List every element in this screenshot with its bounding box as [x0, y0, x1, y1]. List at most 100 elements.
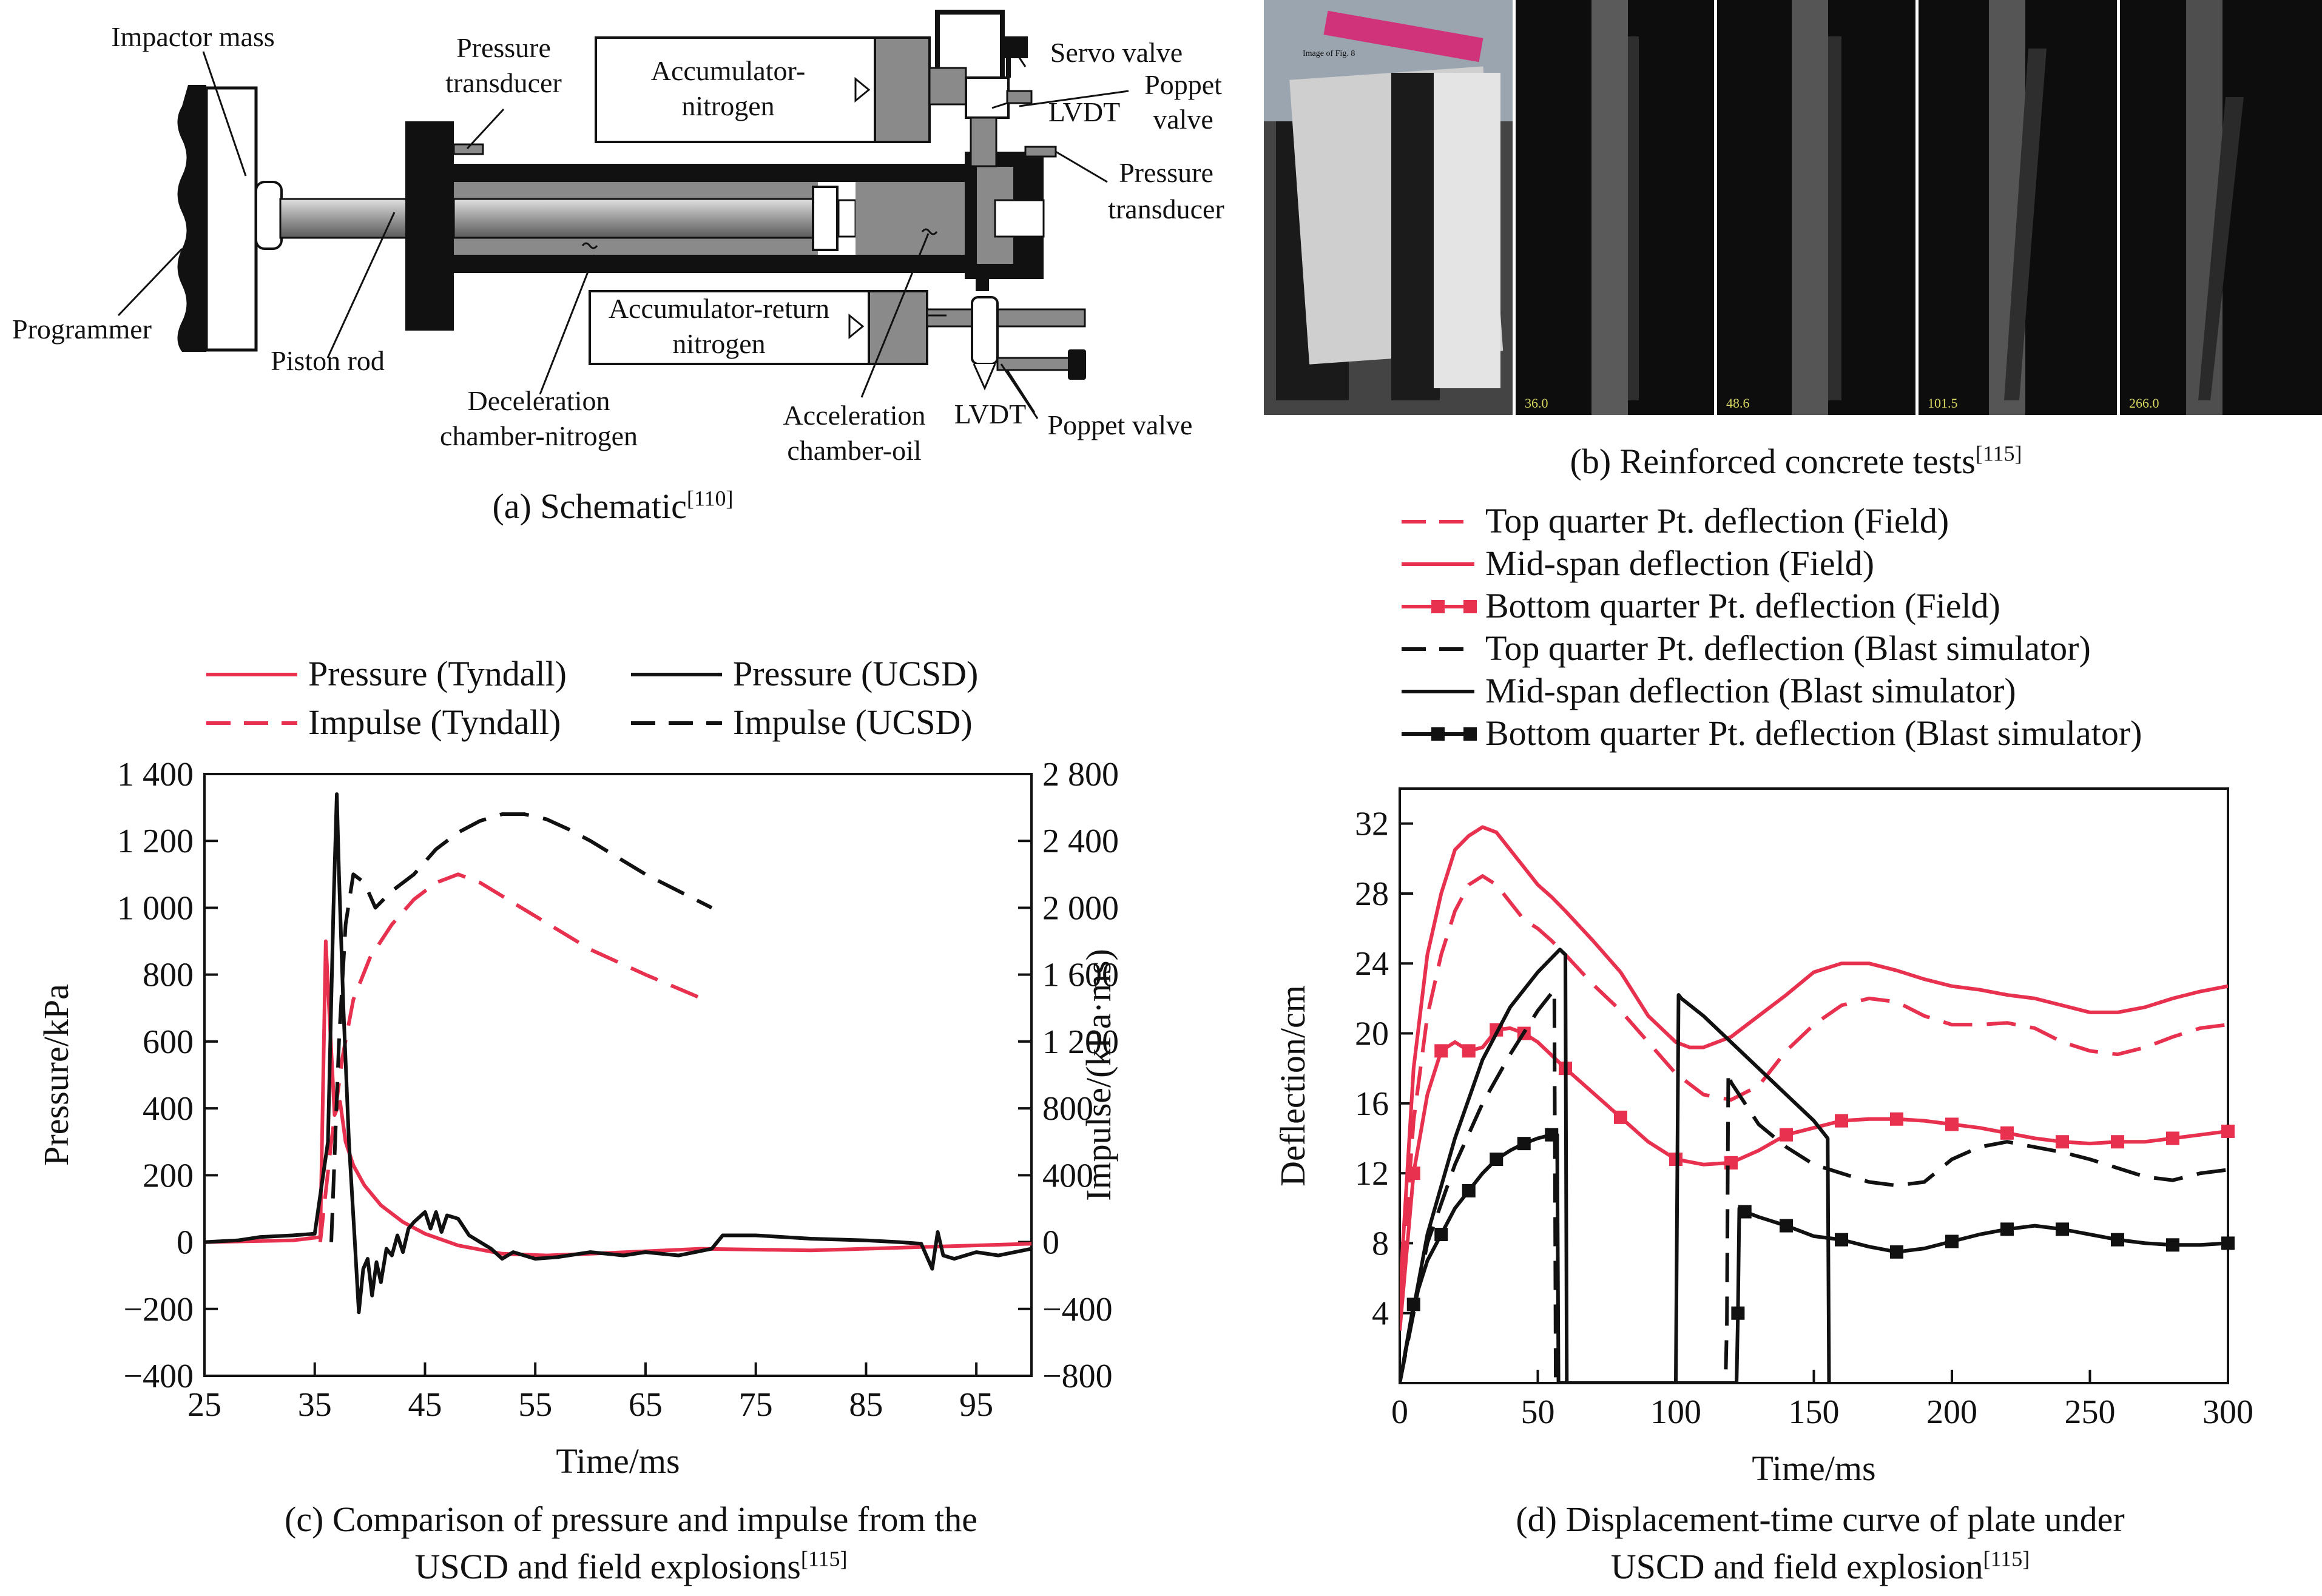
x-tick-label: 65 [629, 1386, 663, 1424]
series-line-3 [329, 812, 713, 1242]
label-accumulator-return-b: nitrogen [672, 328, 765, 359]
piston-head [812, 186, 839, 251]
label-accumulator-nitrogen-b: nitrogen [681, 90, 774, 121]
bottom-pipe [926, 308, 1086, 328]
bottom-lvdt-cap [1068, 349, 1086, 380]
chart-deflection: 0 50 100 150 200 250 300 4 8 12 16 20 24 28 32 Time/ms D… [1273, 501, 2253, 1488]
series-marker-2 [1835, 1114, 1848, 1128]
caption-b: (b) Reinforced concrete tests[115] [1570, 441, 2022, 481]
accumulator-nitrogen-box [595, 36, 876, 143]
plot-frame [203, 773, 1033, 1377]
series-marker-5 [2221, 1236, 2235, 1250]
x-tick-label: 35 [298, 1386, 332, 1424]
label-poppet-valve-top-b: valve [1153, 104, 1213, 135]
label-poppet-valve-bottom: Poppet valve [1048, 409, 1193, 440]
y2-tick-label: 1 200 [1042, 1023, 1119, 1061]
y-tick-label: 800 [143, 957, 194, 994]
y-tick-label: 28 [1355, 875, 1389, 913]
legend-label-0: Pressure (Tyndall) [308, 654, 567, 693]
series-line-0 [1400, 874, 2228, 1313]
series-marker-5 [2166, 1238, 2179, 1252]
x-tick-label: 25 [187, 1386, 221, 1424]
series-marker-2 [1406, 1167, 1420, 1180]
series-marker-2 [1780, 1128, 1793, 1142]
top-valve-stem [970, 116, 997, 167]
x-tick-label: 300 [2202, 1393, 2253, 1431]
x-tick-label: 150 [1789, 1393, 1840, 1431]
top-lvdt-rod [1006, 90, 1033, 104]
top-valve-body [965, 76, 1010, 119]
piston-head-2 [837, 199, 857, 238]
cylinder-top-wall [454, 164, 982, 182]
legend-label-2: Bottom quarter Pt. deflection (Field) [1485, 586, 2000, 625]
frame-2-time: 48.6 [1726, 396, 1750, 411]
series-marker-5 [1434, 1228, 1448, 1241]
y-tick-label: 12 [1355, 1155, 1389, 1193]
caption-d-line1: (d) Displacement-time curve of plate und… [1516, 1500, 2125, 1539]
series-marker-5 [2056, 1222, 2069, 1236]
legend-label-2: Pressure (UCSD) [733, 654, 978, 693]
series-marker-5 [1945, 1234, 1959, 1248]
x-tick-label: 85 [849, 1386, 883, 1424]
x-tick-label: 200 [1926, 1393, 1977, 1431]
bottom-lvdt-rod [996, 357, 1072, 371]
label-lvdt-bottom: LVDT [954, 399, 1026, 429]
series-marker-5 [1731, 1306, 1745, 1320]
series-line-5 [1400, 1133, 2228, 1383]
legend-marker-5 [1431, 727, 1445, 741]
y-tick-label: 1 000 [117, 889, 194, 927]
caption-d: (d) Displacement-time curve of plate und… [1396, 1496, 2245, 1591]
series-line-4 [1400, 948, 1831, 1383]
label-servo-valve: Servo valve [1050, 37, 1183, 68]
y-tick-label: 8 [1372, 1225, 1389, 1262]
plot-frame [1399, 787, 2229, 1384]
frame-4-time: 266.0 [2129, 396, 2159, 411]
accumulator-arrow-top [854, 76, 871, 103]
y-tick-label: 200 [143, 1157, 194, 1194]
series-line-2 [1400, 1026, 2228, 1331]
y-tick-label: 1 200 [117, 823, 194, 860]
series-marker-5 [1890, 1245, 1903, 1259]
y-axis-label: Deflection/cm [1273, 985, 1312, 1187]
legend-marker-5 [1463, 727, 1477, 741]
series-marker-5 [2000, 1222, 2014, 1236]
series-marker-5 [1406, 1298, 1420, 1311]
x-tick-label: 75 [739, 1386, 773, 1424]
label-impactor-mass: Impactor mass [111, 21, 275, 52]
y2-axis-label: Impulse/(kPa·ms) [1079, 949, 1118, 1201]
label-accumulator-nitrogen-a: Accumulator- [651, 55, 806, 86]
label-acceleration-a: Acceleration [783, 400, 926, 431]
accumulator-return-piston [868, 290, 928, 365]
y-tick-label: 24 [1355, 945, 1389, 983]
caption-d-line2: USCD and field explosion[115] [1610, 1546, 2030, 1587]
legend-marker-2 [1463, 600, 1477, 613]
frame-1-time: 36.0 [1525, 396, 1548, 411]
y2-tick-label: 400 [1042, 1157, 1093, 1194]
caption-c: (c) Comparison of pressure and impulse f… [206, 1496, 1056, 1591]
series-line-0 [204, 939, 1031, 1258]
servo-valve-body [1000, 36, 1028, 58]
legend-label-3: Impulse (UCSD) [733, 702, 973, 742]
label-pressure-transducer-2b: transducer [1108, 194, 1224, 224]
chart-pressure-impulse: 25 35 45 55 65 75 85 95 1 400 1 200 1 000 800 600 400… [36, 654, 1119, 1481]
caption-c-line1: (c) Comparison of pressure and impulse f… [285, 1500, 977, 1539]
series-marker-5 [1835, 1233, 1848, 1247]
y-tick-label: −400 [123, 1358, 194, 1395]
programmer-shape [177, 85, 206, 352]
x-tick-label: 50 [1521, 1393, 1555, 1431]
series-line-1 [318, 872, 701, 1242]
bottom-valve-nose [973, 363, 996, 391]
x-axis-label: Time/ms [1752, 1449, 1875, 1488]
caption-c-line2: USCD and field explosions[115] [414, 1546, 848, 1587]
deceleration-marker [581, 242, 598, 249]
bottom-valve-stem [976, 273, 989, 291]
y-tick-label: 16 [1355, 1085, 1389, 1123]
label-piston-rod: Piston rod [271, 345, 385, 376]
y-tick-label: 1 400 [117, 756, 194, 793]
label-pressure-transducer-1b: transducer [445, 67, 562, 98]
pressure-transducer-tab-2 [1024, 146, 1057, 158]
legend-label-3: Top quarter Pt. deflection (Blast simula… [1485, 628, 2091, 668]
series-marker-2 [2221, 1124, 2235, 1138]
series-marker-2 [2000, 1126, 2014, 1140]
legend-marker-2 [1431, 600, 1445, 613]
